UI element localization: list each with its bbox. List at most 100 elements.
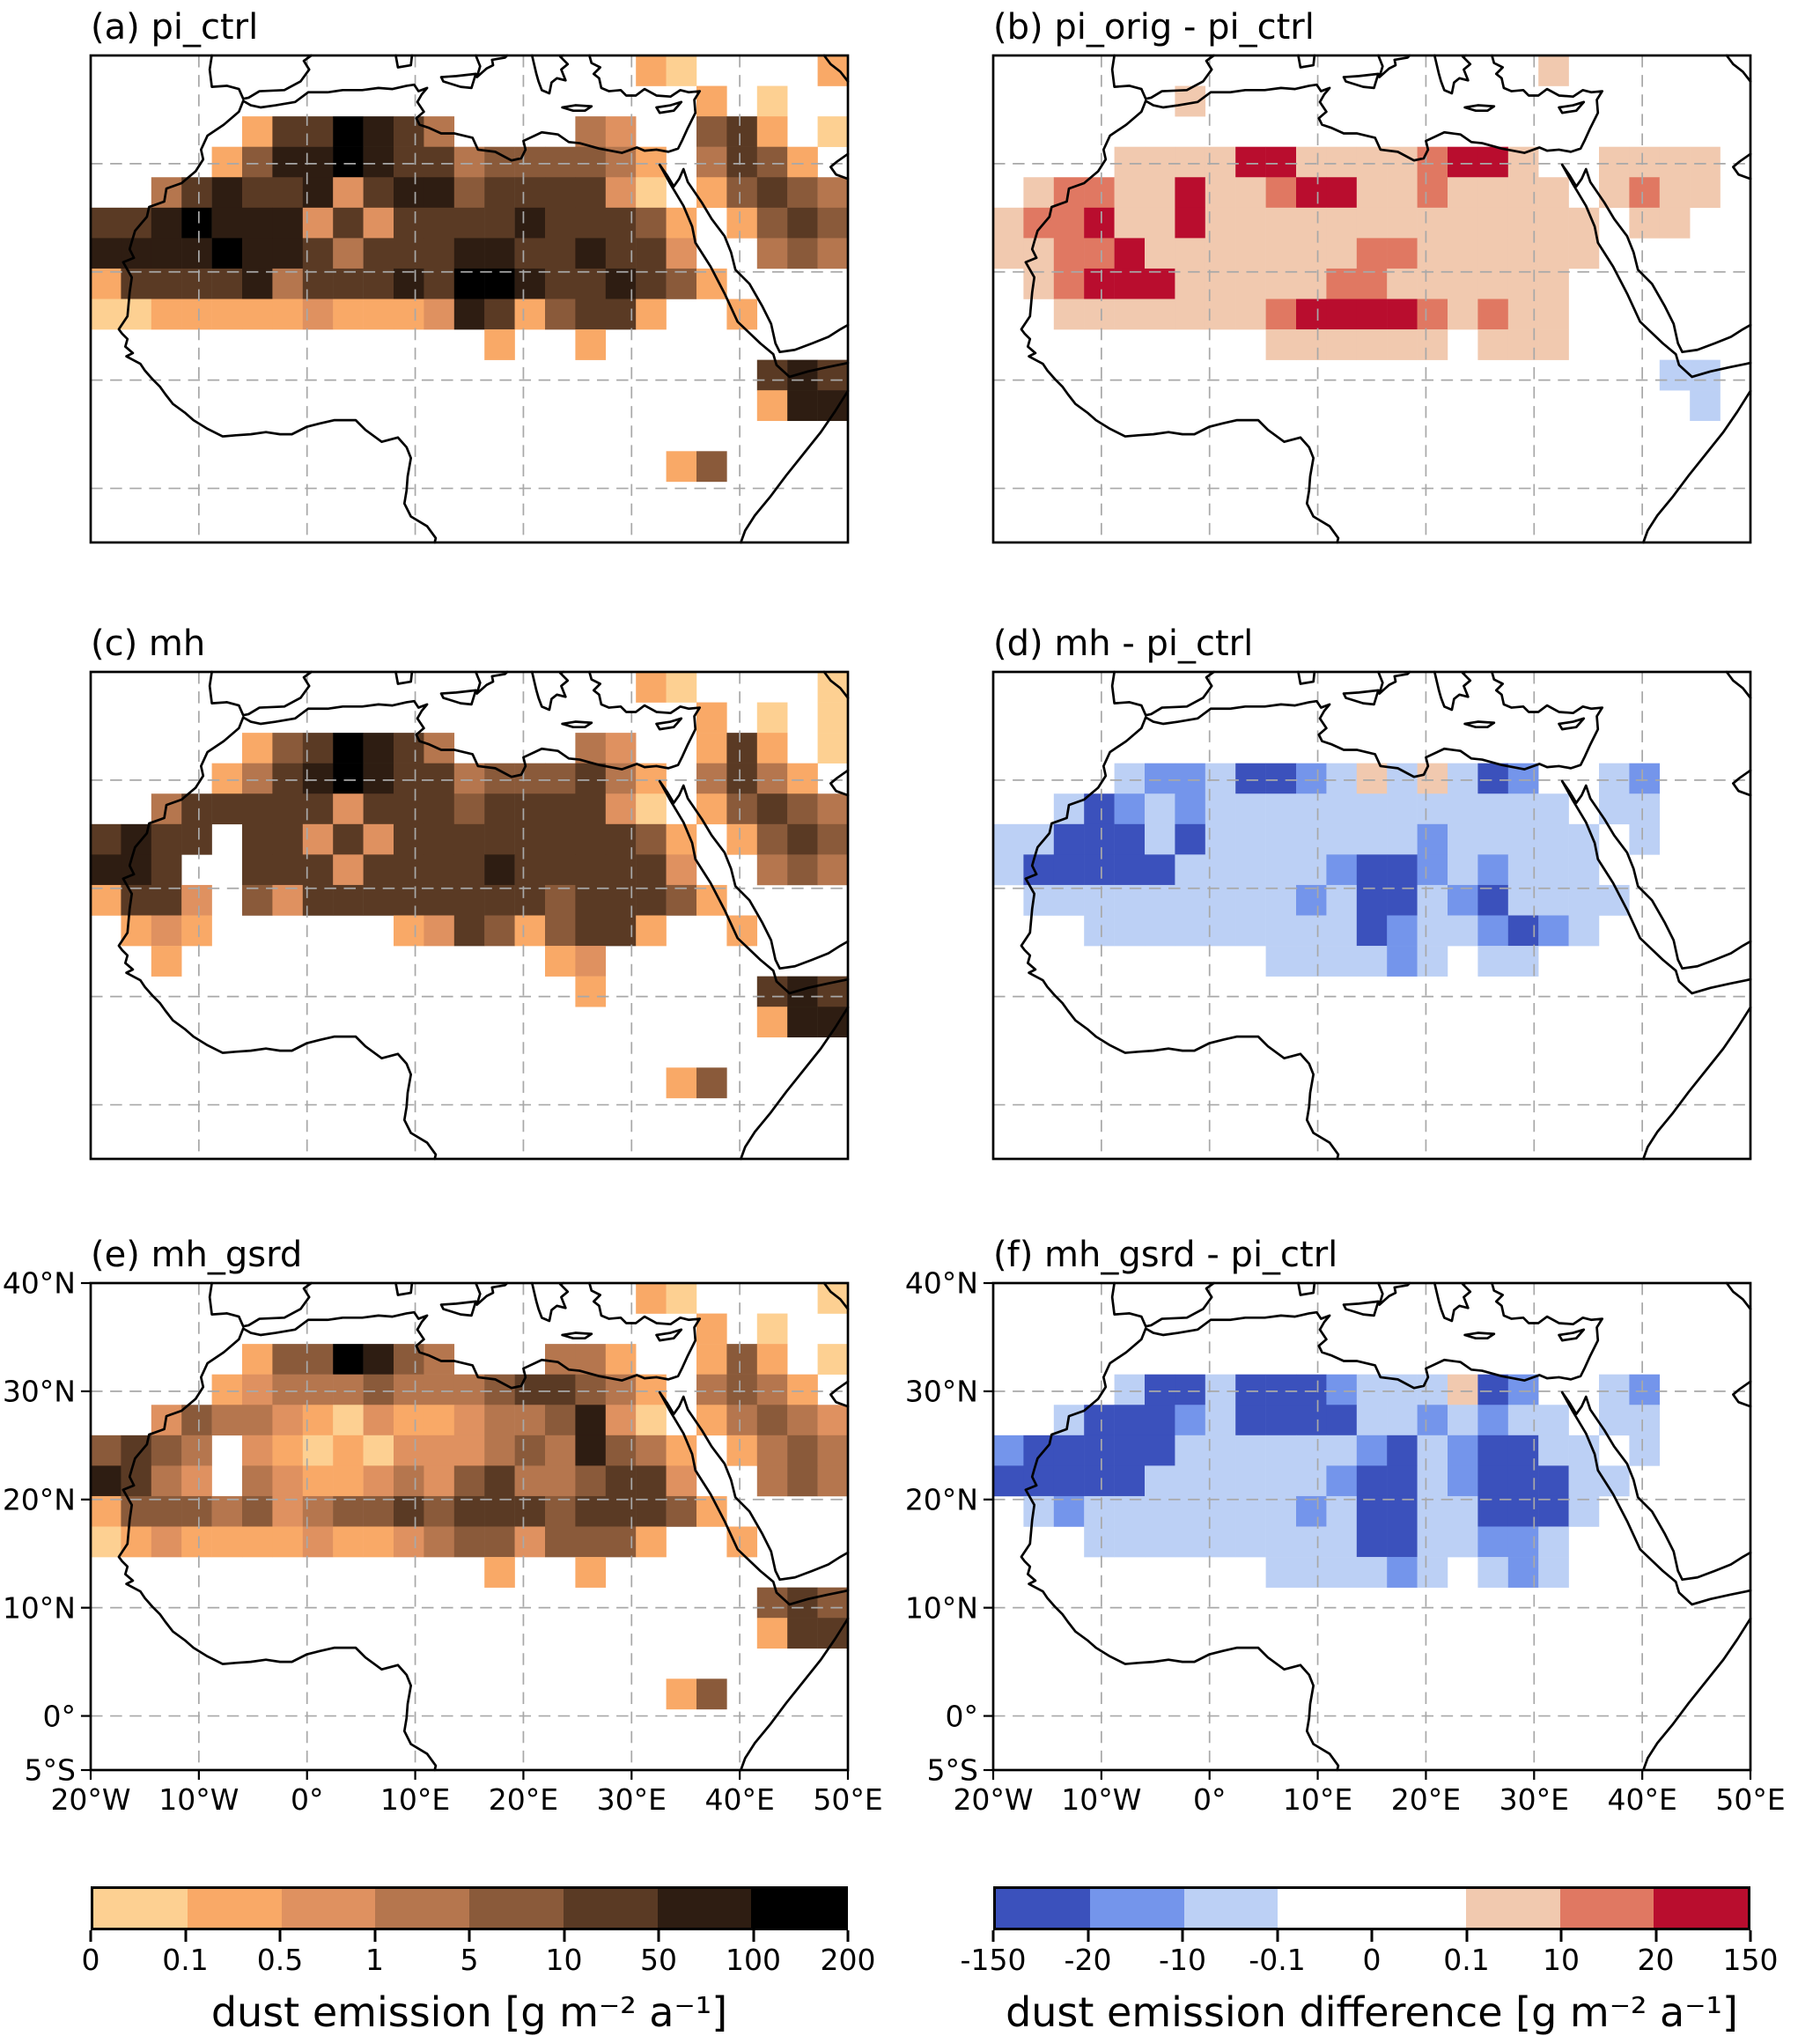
x-tick-label: 50°E xyxy=(1715,1782,1786,1817)
graticule xyxy=(91,55,848,542)
difference-colorbar-title: dust emission difference [g m⁻² a⁻¹] xyxy=(1006,1988,1738,2036)
colorbar-tick xyxy=(184,1930,187,1942)
panel-d-title: (d) mh - pi_ctrl xyxy=(993,623,1254,664)
colorbar-segment xyxy=(93,1889,188,1928)
colorbar-tick-label: 0.1 xyxy=(1443,1943,1490,1977)
coastlines xyxy=(117,54,850,544)
x-tick-label: 20°E xyxy=(1390,1782,1462,1817)
panel-border xyxy=(89,54,850,544)
panel-border xyxy=(991,670,1752,1161)
panel-f-x-axis: 20°W 10°W 0° 10°E 20°E 30°E 40°E 50°E xyxy=(953,1782,1785,1819)
x-tick-label: 10°E xyxy=(1282,1782,1353,1817)
y-tick-label: 5°S xyxy=(24,1752,76,1788)
colorbar-tick-label: -150 xyxy=(960,1943,1027,1977)
colorbar-tick xyxy=(1465,1930,1468,1942)
x-tick-label: 10°W xyxy=(1061,1782,1142,1817)
heatmap-cells xyxy=(91,672,849,1099)
colorbar-tick-label: 0 xyxy=(1362,1943,1382,1977)
colorbar-segment xyxy=(281,1889,376,1928)
panel-border xyxy=(991,54,1752,544)
y-tick-label: 10°N xyxy=(2,1590,76,1626)
colorbar-tick-label: 10 xyxy=(1543,1943,1580,1977)
graticule xyxy=(993,672,1750,1159)
colorbar-tick-label: 20 xyxy=(1637,1943,1675,1977)
colorbar-segment xyxy=(375,1889,469,1928)
colorbar-tick xyxy=(991,1930,995,1942)
emission-colorbar: 0 0.1 0.5 1 5 10 50 100 200 dust emission [g m⁻²… xyxy=(82,1886,876,2036)
colorbar-segment xyxy=(1465,1889,1560,1928)
emission-colorbar-ticks xyxy=(89,1930,850,1943)
colorbar-tick xyxy=(752,1930,755,1942)
colorbar-tick-label: -0.1 xyxy=(1249,1943,1306,1977)
y-tick-label: 5°S xyxy=(926,1752,978,1788)
colorbar-tick xyxy=(468,1930,471,1942)
colorbar-segment xyxy=(1089,1889,1184,1928)
colorbar-tick-label: 1 xyxy=(365,1943,384,1977)
coastlines xyxy=(117,670,850,1161)
colorbar-tick xyxy=(657,1930,660,1942)
x-tick-label: 20°W xyxy=(953,1782,1034,1817)
x-tick-label: 40°E xyxy=(1607,1782,1677,1817)
panel-f-title: (f) mh_gsrd - pi_ctrl xyxy=(993,1235,1338,1275)
colorbar-segment xyxy=(1278,1889,1372,1928)
colorbar-segment xyxy=(657,1889,752,1928)
y-tick-label: 0° xyxy=(42,1699,77,1734)
colorbar-tick xyxy=(563,1930,565,1942)
x-tick-label: 40°E xyxy=(704,1782,775,1817)
colorbar-tick-label: 150 xyxy=(1722,1943,1779,1977)
map-panel-d xyxy=(991,670,1752,1161)
map-panel-a xyxy=(89,54,850,544)
heatmap-cells xyxy=(91,1283,849,1710)
colorbar-tick xyxy=(373,1930,376,1942)
panel-f-y-axis: 40°N 30°N 20°N 10°N 0° 5°S xyxy=(905,1266,989,1788)
colorbar-segment xyxy=(1183,1889,1278,1928)
difference-colorbar-ticks xyxy=(991,1930,1752,1943)
panel-border xyxy=(89,670,850,1161)
colorbar-tick xyxy=(278,1930,282,1942)
map-panel-b xyxy=(991,54,1752,544)
graticule xyxy=(91,672,848,1159)
colorbar-tick xyxy=(1276,1930,1278,1942)
map-panel-c xyxy=(89,670,850,1161)
emission-colorbar-ticklabels: 0 0.1 0.5 1 5 10 50 100 200 xyxy=(82,1943,876,1983)
colorbar-tick-label: 0 xyxy=(81,1943,100,1977)
panel-border xyxy=(991,1281,1752,1772)
y-tick-label: 30°N xyxy=(904,1374,978,1409)
colorbar-segment xyxy=(1372,1889,1466,1928)
colorbar-segment xyxy=(187,1889,282,1928)
y-tick-label: 20°N xyxy=(904,1482,978,1517)
x-tick-label: 30°E xyxy=(1499,1782,1569,1817)
colorbar-tick-label: -10 xyxy=(1159,1943,1206,1977)
colorbar-segment xyxy=(563,1889,658,1928)
colorbar-tick-label: 0.1 xyxy=(162,1943,209,1977)
coastlines xyxy=(1020,54,1752,544)
difference-colorbar-ticklabels: -150 -20 -10 -0.1 0 0.1 10 20 150 xyxy=(961,1943,1779,1983)
heatmap-cells xyxy=(993,763,1661,977)
coastlines xyxy=(1020,1281,1752,1772)
difference-colorbar: -150 -20 -10 -0.1 0 0.1 10 20 150 dust emission … xyxy=(961,1886,1779,2036)
x-tick-label: 20°W xyxy=(50,1782,131,1817)
colorbar-tick-label: 5 xyxy=(460,1943,479,1977)
panel-border xyxy=(89,1281,850,1772)
panel-e-title: (e) mh_gsrd xyxy=(91,1235,303,1275)
panel-b-title: (b) pi_orig - pi_ctrl xyxy=(993,7,1315,48)
colorbar-tick xyxy=(1087,1930,1089,1942)
heatmap-cells xyxy=(993,1374,1661,1588)
colorbar-tick xyxy=(1370,1930,1374,1942)
colorbar-tick xyxy=(89,1930,92,1942)
y-tick-label: 20°N xyxy=(2,1482,76,1517)
x-tick-label: 0° xyxy=(290,1782,324,1817)
coastlines xyxy=(1020,670,1752,1161)
colorbar-segment xyxy=(996,1889,1090,1928)
graticule xyxy=(993,1283,1750,1770)
colorbar-tick xyxy=(1749,1930,1752,1942)
graticule xyxy=(91,1283,848,1770)
map-panel-f xyxy=(983,1281,1752,1781)
colorbar-tick-label: 100 xyxy=(726,1943,781,1977)
x-tick-label: 30°E xyxy=(596,1782,667,1817)
heatmap-cells xyxy=(993,55,1721,422)
emission-colorbar-title: dust emission [g m⁻² a⁻¹] xyxy=(210,1988,728,2036)
x-tick-label: 50°E xyxy=(813,1782,883,1817)
x-tick-label: 20°E xyxy=(488,1782,559,1817)
map-panel-e xyxy=(80,1281,850,1781)
